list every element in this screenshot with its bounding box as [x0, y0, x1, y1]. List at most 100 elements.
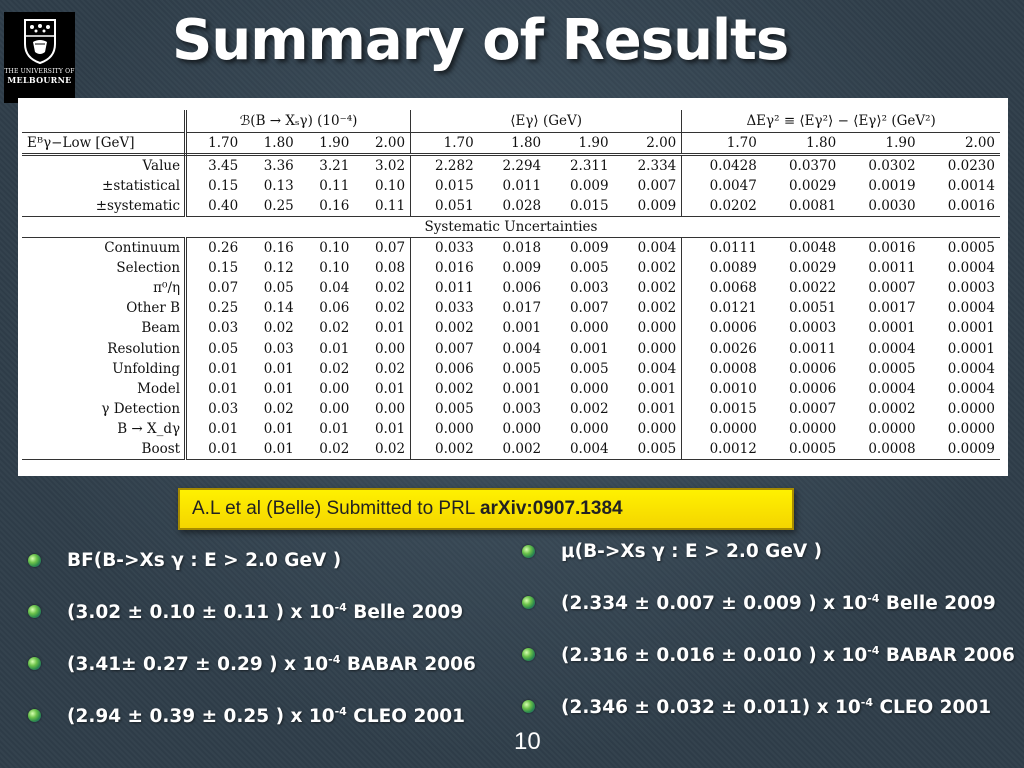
table-cell: 0.0000: [947, 401, 995, 418]
group-header: ΔEγ² ≡ ⟨Eγ²⟩ − ⟨Eγ⟩² (GeV²): [681, 110, 1000, 133]
table-row: Continuum 0.26 0.16 0.10 0.07 0.033 0.018 0.009…: [22, 237, 1000, 258]
bullet-item: (2.346 ± 0.032 ± 0.011) x 10-4 CLEO 2001: [522, 696, 991, 718]
table-cell: 0.005: [502, 360, 542, 377]
table-cell: 0.05: [208, 340, 239, 357]
table-cell: 3.45: [208, 157, 239, 174]
table-cell: 0.00: [319, 401, 350, 418]
bullet-item: BF(B->Xs γ : E > 2.0 GeV ): [28, 550, 341, 571]
bullet-icon: [28, 709, 41, 722]
table-cell: 0.0230: [947, 157, 995, 174]
cut-value: 1.70: [185, 132, 244, 156]
bullet-exponent: -4: [860, 696, 874, 709]
row-label: ±systematic: [22, 195, 188, 217]
table-cell: 0.0004: [947, 259, 995, 276]
table-cell: 0.001: [502, 380, 542, 397]
row-label: γ Detection: [22, 399, 188, 420]
bullet-value: (3.02 ± 0.10 ± 0.11 ) x 10: [67, 602, 335, 623]
table-cell: 0.0047: [709, 177, 757, 194]
bullet-exponent: -4: [334, 601, 347, 614]
table-cell: 0.0004: [868, 340, 916, 357]
header-corner: [22, 110, 188, 133]
table-cell: 0.0002: [868, 401, 916, 418]
table-cell: 0.02: [319, 360, 350, 377]
table-cell: 0.0004: [947, 380, 995, 397]
table-cell: 0.0016: [868, 239, 916, 256]
table-row: Boost 0.01 0.01 0.02 0.02 0.002 0.002 0.004 0.00…: [22, 439, 1000, 461]
bullet-text: (3.02 ± 0.10 ± 0.11 ) x 10-4 Belle 2009: [67, 601, 463, 623]
table-cell: 0.13: [263, 177, 294, 194]
bullet-icon: [28, 657, 41, 670]
bullet-text: (2.334 ± 0.007 ± 0.009 ) x 10-4 Belle 20…: [561, 592, 996, 614]
cut-label: Eᴮγ−Low [GeV]: [22, 132, 188, 156]
table-cell: 0.001: [569, 340, 609, 357]
table-cell: 0.0022: [788, 279, 837, 296]
table-cell: 0.009: [502, 259, 542, 276]
table-cell: 0.005: [569, 360, 609, 377]
citation-box: A.L et al (Belle) Submitted to PRL arXiv…: [178, 488, 794, 530]
bullet-icon: [522, 648, 535, 661]
table-cell: 0.0001: [947, 320, 995, 337]
bullet-source: CLEO 2001: [346, 706, 465, 727]
table-cell: 0.02: [319, 320, 350, 337]
cut-value: 1.90: [841, 132, 921, 156]
bullet-exponent: -4: [328, 653, 341, 666]
table-cell: 0.0010: [709, 380, 757, 397]
table-cell: 0.016: [435, 259, 474, 276]
table-cell: 0.0015: [709, 401, 757, 418]
bullet-icon: [522, 700, 535, 713]
systematic-header-row: Systematic Uncertainties: [22, 216, 1000, 238]
table-cell: 0.01: [354, 378, 412, 399]
table-cell: 3.21: [319, 157, 350, 174]
table-cell: 0.007: [435, 340, 474, 357]
cut-value: 1.80: [478, 132, 547, 156]
table-cell: 0.0003: [788, 320, 837, 337]
bullet-source: Belle 2009: [346, 602, 464, 623]
table-cell: 0.009: [613, 195, 683, 217]
cut-value: 1.80: [761, 132, 842, 156]
table-cell: 0.0007: [788, 401, 837, 418]
table-cell: 0.01: [263, 421, 294, 438]
table-cell: 0.0005: [761, 439, 842, 461]
table-cell: 0.0030: [841, 195, 921, 217]
table-cell: 2.294: [502, 157, 542, 174]
table-cell: 0.12: [263, 259, 294, 276]
table-cell: 0.004: [613, 237, 683, 258]
table-cell: 0.16: [263, 239, 294, 256]
table-cell: 0.0008: [709, 360, 757, 377]
row-label: ±statistical: [22, 175, 188, 196]
cut-value: 2.00: [920, 132, 1000, 156]
cut-value: 1.80: [243, 132, 299, 156]
table-cell: 0.01: [208, 421, 239, 438]
page-title: Summary of Results: [172, 8, 789, 73]
table-cell: 0.0428: [709, 157, 757, 174]
table-cell: 0.14: [263, 300, 294, 317]
table-cell: 0.26: [208, 239, 239, 256]
table-cell: 0.0009: [920, 439, 1000, 461]
row-label: Model: [22, 378, 188, 399]
table-cell: 0.000: [569, 320, 609, 337]
table-cell: 0.0089: [709, 259, 757, 276]
table-cell: 0.01: [263, 380, 294, 397]
table-cell: 0.002: [478, 439, 547, 461]
table-cell: 2.282: [435, 157, 474, 174]
bullet-source: BABAR 2006: [340, 654, 476, 675]
bullet-value: (3.41± 0.27 ± 0.29 ) x 10: [67, 654, 329, 675]
table-row: Model 0.01 0.01 0.00 0.01 0.002 0.001 0.000 0.00…: [22, 378, 1000, 399]
table-cell: 0.01: [354, 318, 412, 339]
table-cell: 0.0068: [709, 279, 757, 296]
logo-line1: THE UNIVERSITY OF: [4, 68, 75, 75]
table-cell: 0.0081: [761, 195, 842, 217]
table-cell: 0.002: [613, 257, 683, 278]
table-cell: 0.0007: [868, 279, 916, 296]
table-cell: 0.07: [354, 237, 412, 258]
table-cell: 0.01: [208, 360, 239, 377]
table-cell: 0.06: [319, 300, 350, 317]
table-cell: 0.004: [502, 340, 542, 357]
table-cell: 0.0006: [788, 380, 837, 397]
row-label: Resolution: [22, 338, 188, 359]
table-cell: 0.01: [208, 380, 239, 397]
table-cell: 0.15: [208, 259, 239, 276]
row-label: Unfolding: [22, 358, 188, 379]
row-label: Continuum: [22, 237, 188, 258]
table-cell: 0.004: [546, 439, 614, 461]
